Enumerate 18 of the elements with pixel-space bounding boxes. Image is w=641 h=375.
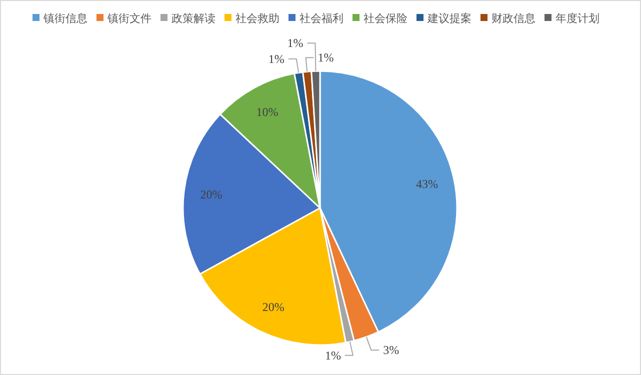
data-label: 20% bbox=[200, 187, 222, 202]
data-label: 1% bbox=[287, 36, 304, 50]
legend-label: 社会福利 bbox=[300, 12, 344, 25]
data-label: 1% bbox=[324, 348, 341, 362]
legend-label: 社会保险 bbox=[364, 12, 408, 25]
data-label: 10% bbox=[256, 104, 278, 119]
legend-label: 政策解读 bbox=[172, 12, 216, 25]
data-label: 20% bbox=[262, 300, 284, 314]
data-label: 1% bbox=[268, 52, 284, 66]
legend-label: 财政信息 bbox=[492, 12, 536, 25]
legend-label: 镇街信息 bbox=[42, 12, 88, 25]
data-label: 1% bbox=[318, 50, 334, 65]
legend-label: 镇街文件 bbox=[106, 12, 152, 25]
data-label: 3% bbox=[383, 343, 400, 358]
data-label: 43% bbox=[416, 177, 438, 192]
legend-label: 社会救助 bbox=[236, 12, 280, 25]
legend-label: 年度计划 bbox=[556, 12, 600, 25]
legend-label: 建议提案 bbox=[426, 12, 472, 25]
